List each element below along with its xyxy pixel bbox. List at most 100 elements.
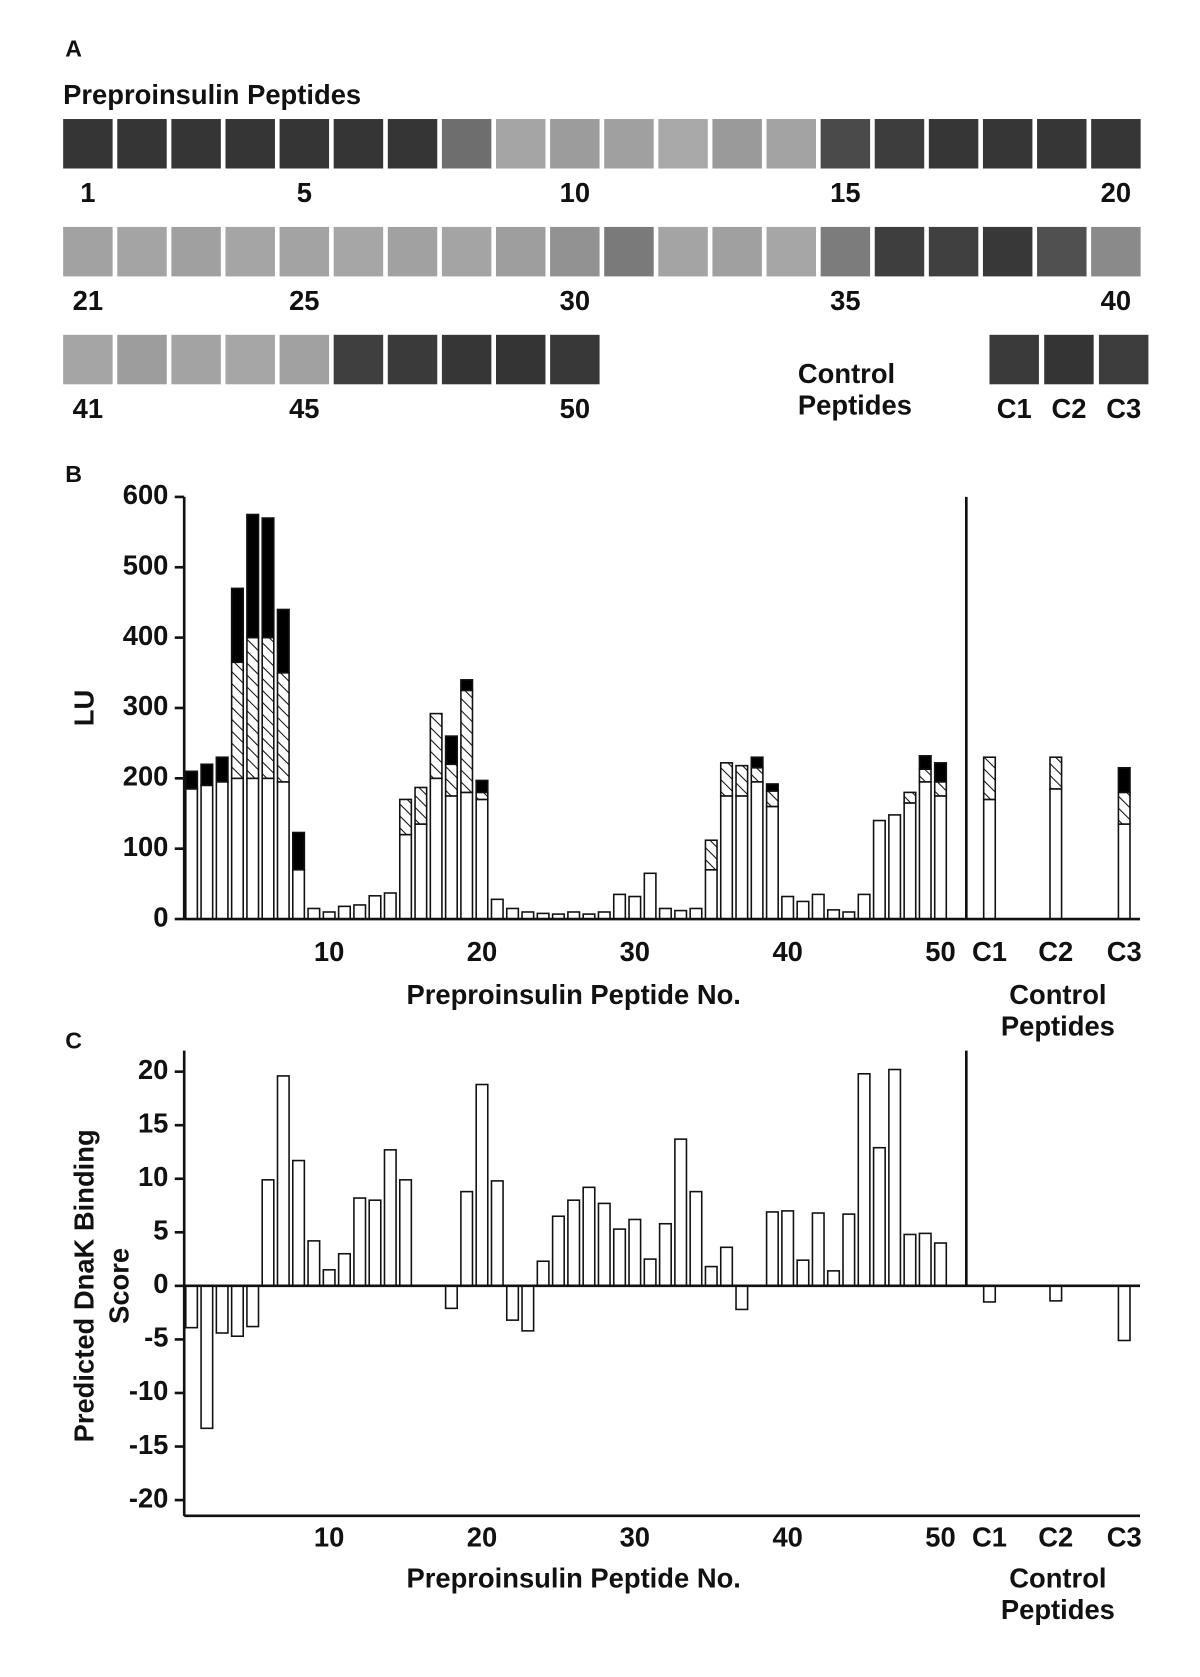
bar: [643, 1258, 657, 1287]
blot-spot: [1037, 119, 1087, 169]
bar: [536, 1260, 550, 1287]
y-tick-label: 300: [123, 690, 169, 721]
bar-segment: [888, 814, 902, 920]
bar-segment: [505, 907, 520, 920]
bar-segment: [291, 831, 306, 871]
x-tick-label: C1: [972, 936, 1007, 967]
blot-spot: [387, 226, 438, 277]
bar-segment: [735, 764, 749, 797]
bar: [704, 1265, 718, 1287]
control-spot: [1044, 334, 1094, 385]
blot-spot: [171, 226, 221, 277]
bar-segment: [750, 766, 764, 783]
x-tick-label: 40: [772, 1521, 802, 1552]
blot-spot: [225, 334, 275, 385]
bar-segment: [398, 833, 413, 920]
blot-spot: [550, 226, 600, 277]
bar: [475, 1083, 489, 1287]
panel-label: A: [65, 36, 82, 62]
bar-segment: [230, 777, 245, 920]
bar: [826, 1270, 841, 1287]
x-tick-label: 40: [772, 936, 802, 967]
blot-spot: [658, 226, 708, 277]
spot-label: 30: [560, 285, 590, 316]
bar-segment: [982, 756, 997, 801]
bar-segment: [230, 587, 245, 664]
bar: [658, 1222, 672, 1287]
blot-spot: [712, 226, 762, 277]
bar-segment: [490, 898, 504, 920]
bar-segment: [903, 791, 917, 804]
spot-label: C2: [1051, 393, 1086, 424]
y-tick-label: 5: [153, 1215, 168, 1246]
spot-label: 41: [73, 393, 103, 424]
bar: [337, 1252, 352, 1287]
y-tick-label: 20: [138, 1054, 168, 1085]
blot-spot: [604, 226, 654, 277]
spot-label: C1: [997, 393, 1032, 424]
blot-spot: [982, 226, 1033, 277]
bar: [597, 1202, 611, 1287]
y-tick-label: 15: [138, 1107, 168, 1138]
bar-segment: [429, 712, 443, 780]
bar-segment: [719, 762, 734, 797]
bar-segment: [857, 893, 871, 920]
bar: [551, 1215, 565, 1287]
x-tick-label: C1: [972, 1521, 1007, 1552]
x-tick-label: C3: [1107, 936, 1142, 967]
x-tick-label: C3: [1107, 1521, 1142, 1552]
blot-spot: [63, 226, 113, 277]
bar: [444, 1285, 458, 1310]
bar: [490, 1180, 504, 1287]
y-axis-label: Score: [103, 1248, 134, 1324]
bar: [368, 1199, 382, 1287]
bar-segment: [1117, 823, 1131, 920]
bar-segment: [933, 762, 948, 783]
bar-segment: [750, 756, 764, 769]
bar: [261, 1179, 275, 1287]
blot-spot: [496, 334, 546, 385]
bar: [200, 1285, 214, 1430]
bar: [276, 1075, 290, 1287]
spot-label: 20: [1101, 177, 1131, 208]
x-tick-label: 20: [467, 936, 497, 967]
y-tick-label: 0: [153, 901, 168, 932]
bar-segment: [826, 909, 841, 920]
bar: [689, 1190, 703, 1287]
blot-spot: [1091, 226, 1141, 277]
bar: [796, 1259, 810, 1287]
y-tick-label: -15: [129, 1429, 169, 1460]
x-tick-label: 30: [620, 936, 650, 967]
bar: [612, 1228, 627, 1287]
x-tick-label: 10: [314, 1521, 344, 1552]
spot-label: 15: [830, 177, 860, 208]
control-title: Control: [798, 358, 895, 389]
blot-spot: [874, 226, 925, 277]
bar-segment: [704, 868, 718, 920]
bar-segment: [719, 795, 734, 920]
bar-segment: [918, 781, 932, 920]
blot-spot: [63, 334, 113, 385]
blot-spot: [441, 226, 492, 277]
bar-segment: [750, 781, 764, 920]
blot-spot: [820, 119, 871, 169]
bar-segment: [628, 895, 642, 920]
control-spot: [989, 334, 1039, 385]
bar: [291, 1159, 306, 1287]
blot-spot: [279, 334, 330, 385]
spot-label: 5: [297, 177, 312, 208]
blot-spot: [441, 119, 492, 169]
y-axis-label: Predicted DnaK Binding: [69, 1129, 100, 1442]
spot-label: 1: [80, 177, 95, 208]
bar-segment: [811, 893, 825, 920]
bar: [230, 1285, 245, 1337]
bar: [628, 1218, 642, 1287]
bar: [933, 1242, 948, 1287]
bar: [567, 1199, 581, 1287]
spot-label: 25: [289, 285, 319, 316]
bar-segment: [185, 788, 199, 920]
blot-spot: [712, 119, 762, 169]
y-tick-label: 200: [123, 761, 169, 792]
blot-spot: [171, 119, 221, 169]
